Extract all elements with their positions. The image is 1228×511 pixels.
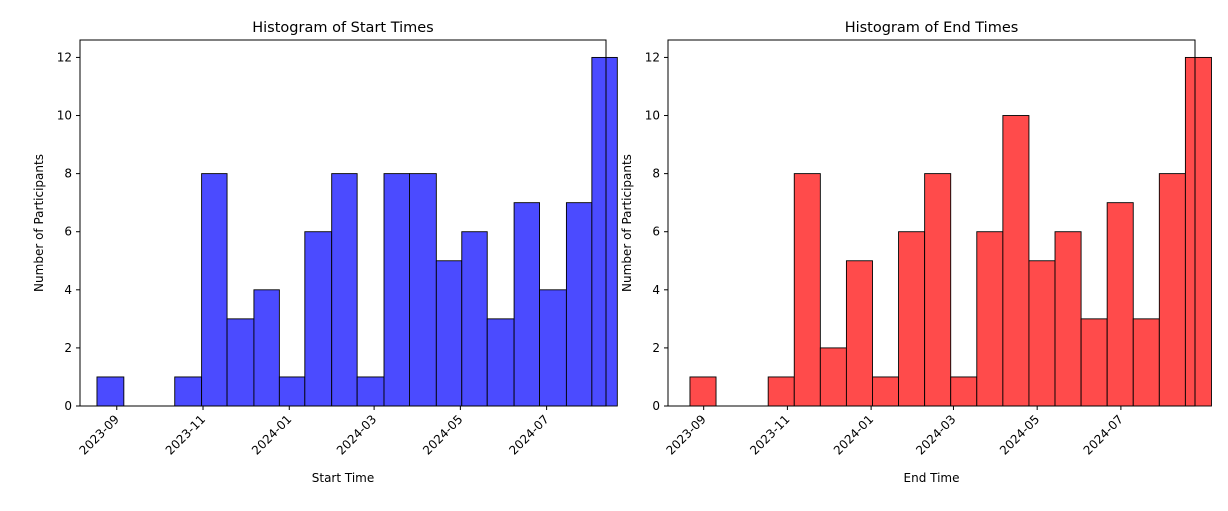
end-chart-title: Histogram of End Times	[845, 20, 1019, 36]
start-chart-title: Histogram of Start Times	[252, 20, 433, 36]
end-histogram-bar	[924, 173, 952, 407]
end-y-tick-label: 0	[652, 399, 660, 413]
start-histogram-bar	[356, 376, 385, 407]
end-y-tick-label: 10	[645, 109, 660, 123]
start-x-axis-label: Start Time	[312, 471, 375, 485]
start-plot-frame	[79, 39, 607, 407]
start-y-tick-label: 6	[64, 225, 72, 239]
start-y-tick-label: 10	[57, 109, 72, 123]
end-times-panel: 0 2 4 6 8 10 12 2023-09 2023-11 2024-01 2024-03 202…	[620, 20, 1212, 485]
start-histogram-bar	[331, 173, 358, 407]
start-x-tick-label: 2024-01	[249, 412, 294, 457]
start-histogram-bar	[96, 376, 125, 407]
end-histogram-bar	[689, 376, 717, 407]
start-histogram-bar	[461, 231, 488, 407]
start-x-tick-label: 2023-11	[163, 412, 208, 457]
end-histogram-bar	[845, 260, 873, 407]
start-histogram-bar	[565, 202, 593, 407]
start-histogram-bar	[278, 376, 306, 407]
start-histogram-bar	[226, 318, 255, 407]
start-histogram-bar	[174, 376, 203, 407]
end-x-tick-label: 2023-11	[747, 412, 792, 457]
end-histogram-bar	[1080, 318, 1108, 407]
end-y-tick-label: 4	[652, 283, 660, 297]
end-histogram-bar	[1158, 173, 1186, 407]
start-histogram-bar	[486, 318, 515, 407]
start-x-tick-label: 2024-03	[334, 412, 379, 457]
end-x-tick-label: 2024-03	[913, 412, 958, 457]
end-histogram-bar	[976, 231, 1004, 407]
end-y-tick-label: 12	[645, 50, 660, 64]
start-y-tick-label: 8	[64, 167, 72, 181]
start-histogram-bar	[304, 231, 333, 407]
end-x-tick-label: 2024-07	[1081, 412, 1126, 457]
end-histogram-bar	[1054, 231, 1082, 407]
end-histogram-bar	[872, 376, 900, 407]
start-histogram-bar	[383, 173, 410, 407]
start-histogram-bar	[591, 56, 618, 407]
end-x-tick-label: 2023-09	[663, 412, 708, 457]
start-y-tick-label: 2	[64, 341, 72, 355]
start-histogram-bar	[435, 260, 463, 407]
end-histogram-bar	[1002, 115, 1030, 407]
start-histogram-bar	[201, 173, 228, 407]
start-times-panel: 0 2 4 6 8 10 12 2023-09 2023-11 2024-01 2024-03 202…	[32, 20, 618, 485]
end-y-tick-label: 6	[652, 225, 660, 239]
start-histogram-bar	[253, 289, 280, 407]
end-y-axis-label: Number of Participants	[620, 154, 634, 292]
end-histogram-bar	[1132, 318, 1160, 407]
end-x-tick-label: 2024-05	[997, 412, 1042, 457]
start-histogram-bar	[513, 202, 540, 407]
start-histogram-bar	[539, 289, 567, 407]
start-y-tick-label: 0	[64, 399, 72, 413]
end-plot-frame	[667, 39, 1196, 407]
end-histogram-bar	[950, 376, 978, 407]
start-x-tick-label: 2024-05	[420, 412, 465, 457]
end-x-axis-label: End Time	[904, 471, 960, 485]
end-histogram-bar	[819, 347, 847, 407]
end-y-tick-label: 8	[652, 167, 660, 181]
end-histogram-bar	[767, 376, 795, 407]
start-y-tick-label: 4	[64, 283, 72, 297]
end-histogram-bar	[898, 231, 926, 407]
end-histogram-bar	[1028, 260, 1056, 407]
start-histogram-bar	[409, 173, 437, 407]
end-histogram-bar	[793, 173, 821, 407]
start-y-tick-label: 12	[57, 50, 72, 64]
end-histogram-bar	[1106, 202, 1134, 407]
start-x-tick-label: 2023-09	[77, 412, 122, 457]
end-x-tick-label: 2024-01	[831, 412, 876, 457]
end-histogram-bar	[1184, 56, 1212, 407]
start-y-axis-label: Number of Participants	[32, 154, 46, 292]
end-y-tick-label: 2	[652, 341, 660, 355]
start-x-tick-label: 2024-07	[506, 412, 551, 457]
